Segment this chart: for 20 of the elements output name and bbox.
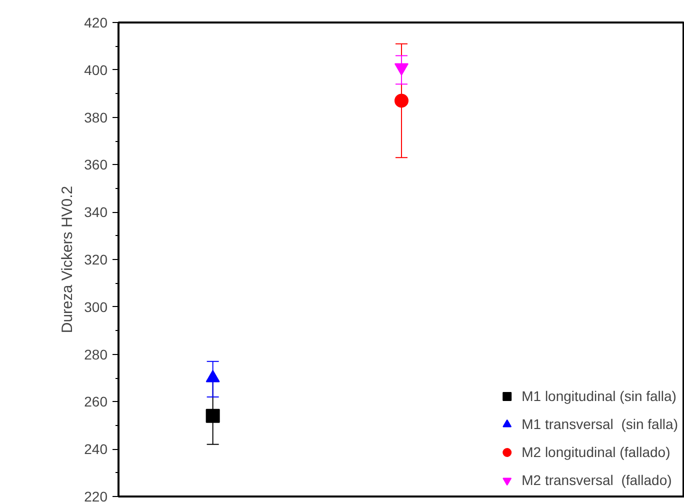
y-tick-label: 300 xyxy=(84,298,108,315)
legend-label: M2 longitudinal (fallado) xyxy=(522,444,670,460)
legend-label: M1 longitudinal (sin falla) xyxy=(522,388,676,404)
y-tick-label: 220 xyxy=(84,488,108,504)
y-tick-label: 320 xyxy=(84,252,108,268)
legend-label: M1 transversal (sin falla) xyxy=(522,416,678,432)
point xyxy=(206,408,220,423)
y-axis-title: Dureza Vickers HV0.2 xyxy=(59,186,76,334)
legend-label: M2 transversal (fallado) xyxy=(522,472,672,488)
y-tick-label: 360 xyxy=(84,156,108,173)
point xyxy=(394,63,408,76)
y-tick-label: 340 xyxy=(84,204,108,220)
point xyxy=(394,94,408,108)
y-tick-label: 280 xyxy=(84,346,108,362)
y-tick-label: 240 xyxy=(84,441,108,458)
y-tick-label: 420 xyxy=(84,14,108,30)
y-tick-label: 400 xyxy=(84,62,108,78)
y-tick-label: 380 xyxy=(84,109,108,126)
y-tick-label: 260 xyxy=(84,394,108,410)
point xyxy=(206,370,220,382)
